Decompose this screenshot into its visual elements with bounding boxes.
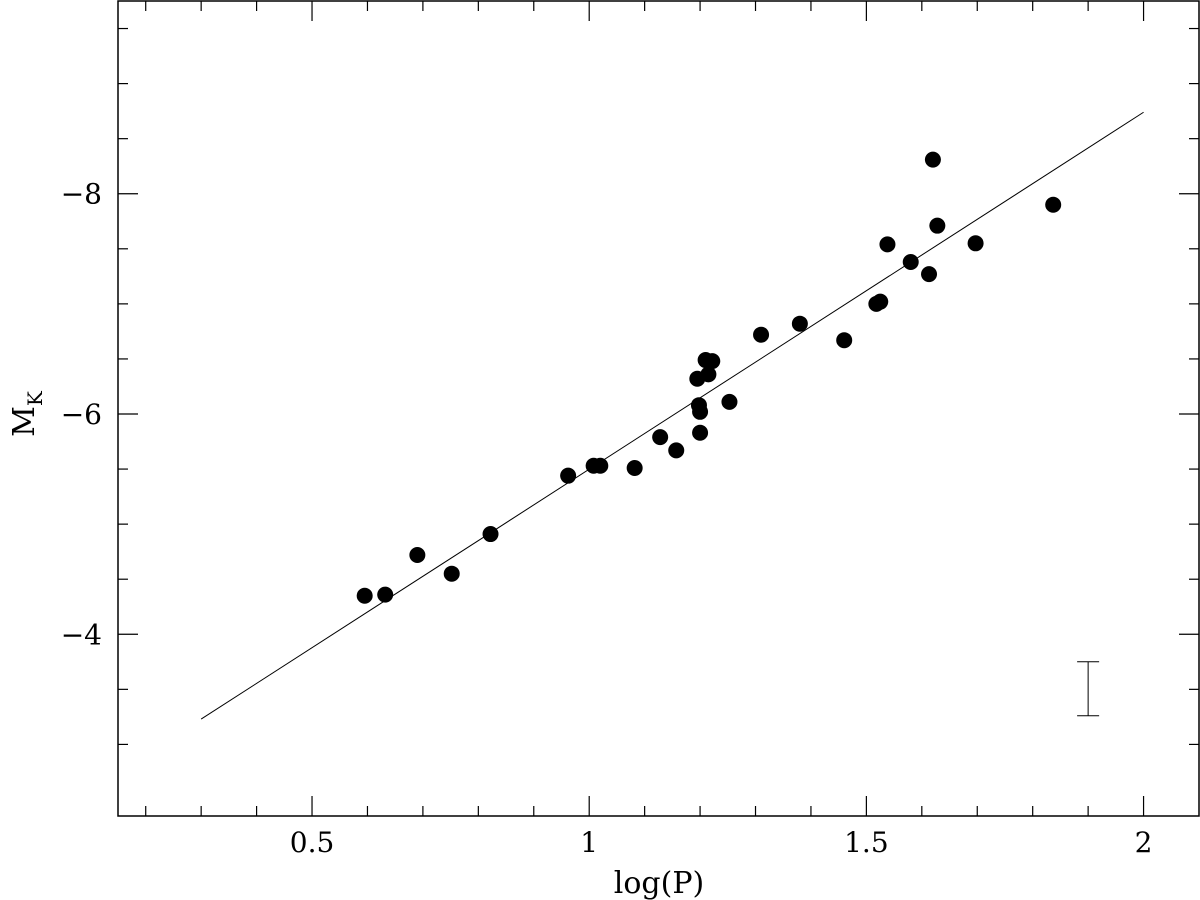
data-point (1045, 196, 1062, 213)
data-point (482, 526, 499, 543)
y-tick-label: −4 (61, 618, 102, 651)
data-point (879, 236, 896, 253)
data-point (721, 393, 738, 410)
error-bar (1077, 661, 1100, 717)
data-point (652, 429, 669, 446)
y-tick-labels: −4 −6 −8 (61, 178, 102, 652)
plot-frame (117, 0, 1200, 817)
data-point (692, 403, 709, 420)
y-axis-label: MK (7, 390, 47, 437)
data-point (377, 586, 394, 603)
y-tick-label: −8 (61, 178, 102, 211)
data-point (443, 565, 460, 582)
data-point (924, 151, 941, 168)
data-points (356, 151, 1062, 604)
x-axis-label: log(P) (614, 866, 704, 900)
data-point (700, 366, 717, 383)
x-tick-label: 0.5 (290, 826, 335, 859)
y-tick-label: −6 (61, 398, 102, 431)
tick-marks (118, 1, 1199, 816)
data-point (791, 315, 808, 332)
x-tick-label: 2 (1135, 826, 1153, 859)
data-point (626, 459, 643, 476)
x-tick-label: 1.5 (844, 826, 889, 859)
data-point (704, 353, 721, 370)
data-point (692, 424, 709, 441)
data-point (929, 217, 946, 234)
data-point (560, 467, 577, 484)
data-point (592, 457, 609, 474)
x-tick-labels: 0.5 1 1.5 2 (290, 826, 1153, 859)
x-tick-label: 1 (580, 826, 598, 859)
data-point (836, 332, 853, 349)
data-point (668, 442, 685, 459)
fit-line (200, 111, 1144, 720)
y-axis-label-main: M (7, 406, 42, 437)
y-axis-label-subscript: K (23, 390, 47, 406)
data-point (872, 293, 889, 310)
data-point (921, 266, 938, 283)
data-point (753, 326, 770, 343)
data-point (356, 587, 373, 604)
data-point (902, 254, 919, 271)
data-point (967, 235, 984, 252)
data-point (409, 546, 426, 563)
